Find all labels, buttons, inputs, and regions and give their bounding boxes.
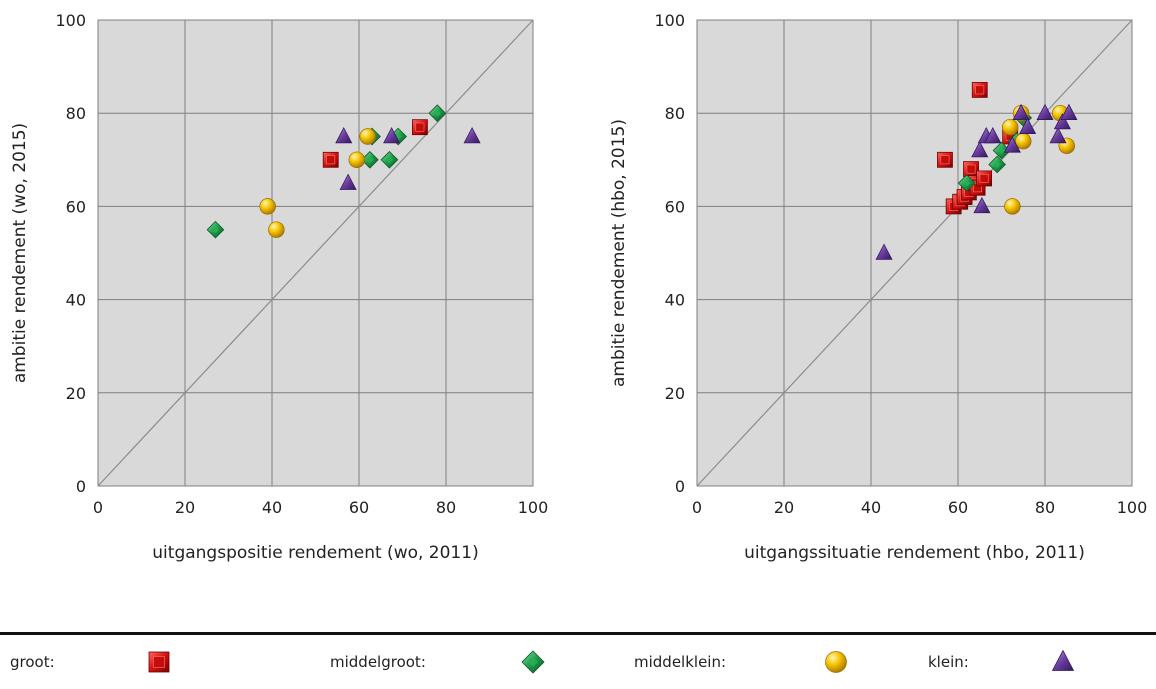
x-tick-label: 60 — [948, 498, 968, 517]
diagonal-line — [97, 19, 534, 487]
point-klein — [1019, 117, 1037, 134]
chart-2: 0 20 40 60 80 100 0 20 40 60 80 100 uitgangssituatie… — [609, 11, 1147, 563]
point-klein — [335, 127, 353, 144]
x-tick-label: 80 — [436, 498, 456, 517]
point-middelklein — [268, 221, 285, 238]
point-klein — [383, 127, 401, 144]
point-groot — [322, 151, 339, 168]
legend-square-icon — [148, 651, 170, 673]
legend-label-klein: klein: — [928, 653, 969, 671]
y-tick-label: 20 — [665, 384, 685, 403]
point-middelgroot — [988, 155, 1006, 174]
y-tick-label: 80 — [66, 104, 86, 123]
point-klein — [463, 127, 481, 144]
x-tick-label: 40 — [861, 498, 881, 517]
series-klein — [335, 127, 481, 190]
point-klein — [1012, 103, 1030, 120]
y-tick-label: 100 — [654, 11, 685, 30]
point-groot — [411, 119, 428, 136]
point-middelklein — [348, 151, 366, 169]
x-tick-label: 0 — [692, 498, 702, 517]
legend-triangle-icon — [1051, 649, 1075, 671]
x-tick-label: 100 — [518, 498, 549, 517]
x-tick-label: 20 — [175, 498, 195, 517]
chart-1: 0 20 40 60 80 100 0 20 40 60 80 100 uitgangspositie … — [10, 11, 548, 563]
point-middelgroot — [206, 220, 225, 239]
y-axis-title: ambitie rendement (hbo, 2015) — [609, 119, 629, 387]
charts-area: 0 20 40 60 80 100 0 20 40 60 80 100 uitgangspositie … — [10, 11, 1147, 563]
y-tick-label: 40 — [66, 291, 86, 310]
legend-label-middelgroot: middelgroot: — [330, 653, 426, 671]
point-middelklein — [1004, 198, 1021, 215]
point-klein — [1003, 136, 1021, 153]
point-klein — [1049, 127, 1067, 144]
point-klein — [339, 173, 357, 190]
x-tick-label: 20 — [774, 498, 794, 517]
point-middelgroot — [428, 104, 447, 123]
y-tick-label: 60 — [66, 197, 86, 216]
legend-circle-icon — [825, 651, 847, 673]
point-middelklein — [1001, 118, 1019, 136]
y-tick-label: 100 — [55, 11, 86, 30]
legend-marker-middelgroot — [521, 650, 545, 674]
legend-label-groot: groot: — [10, 653, 55, 671]
x-tick-label: 80 — [1035, 498, 1055, 517]
legend-marker-groot — [148, 651, 170, 673]
point-klein — [971, 140, 989, 158]
point-klein — [1053, 113, 1071, 130]
point-middelklein — [259, 198, 276, 215]
y-tick-label: 60 — [665, 197, 685, 216]
point-middelgroot — [380, 150, 399, 169]
x-tick-label: 0 — [93, 498, 103, 517]
y-tick-label: 40 — [665, 291, 685, 310]
point-middelgroot — [957, 174, 976, 192]
y-axis-title: ambitie rendement (wo, 2015) — [10, 123, 30, 383]
diagonal-line — [696, 19, 1133, 487]
x-tick-label: 40 — [262, 498, 282, 517]
series-groot — [322, 119, 428, 168]
point-klein — [1036, 103, 1054, 120]
legend-label-middelklein: middelklein: — [634, 653, 727, 671]
legend: groot: middelgroot: middelklein: klein: — [0, 632, 1156, 689]
x-axis-title: uitgangspositie rendement (wo, 2011) — [152, 543, 478, 563]
y-tick-label: 80 — [665, 104, 685, 123]
point-middelklein — [359, 128, 376, 145]
point-groot — [937, 151, 953, 168]
point-klein — [875, 243, 893, 260]
y-tick-label: 0 — [675, 477, 685, 496]
point-groot — [976, 170, 992, 187]
legend-diamond-icon — [521, 650, 545, 674]
legend-marker-klein — [1051, 649, 1075, 671]
point-groot — [971, 82, 988, 98]
x-axis-title: uitgangssituatie rendement (hbo, 2011) — [744, 543, 1085, 563]
point-middelgroot — [992, 141, 1011, 160]
legend-marker-middelklein — [825, 651, 847, 673]
x-tick-label: 100 — [1117, 498, 1148, 517]
y-tick-label: 20 — [66, 384, 86, 403]
point-klein — [1060, 103, 1078, 120]
series-klein — [875, 103, 1078, 260]
series-middelklein — [259, 128, 376, 238]
point-klein — [984, 127, 1002, 144]
x-tick-label: 60 — [349, 498, 369, 517]
y-tick-label: 0 — [76, 477, 86, 496]
point-klein — [973, 196, 991, 214]
